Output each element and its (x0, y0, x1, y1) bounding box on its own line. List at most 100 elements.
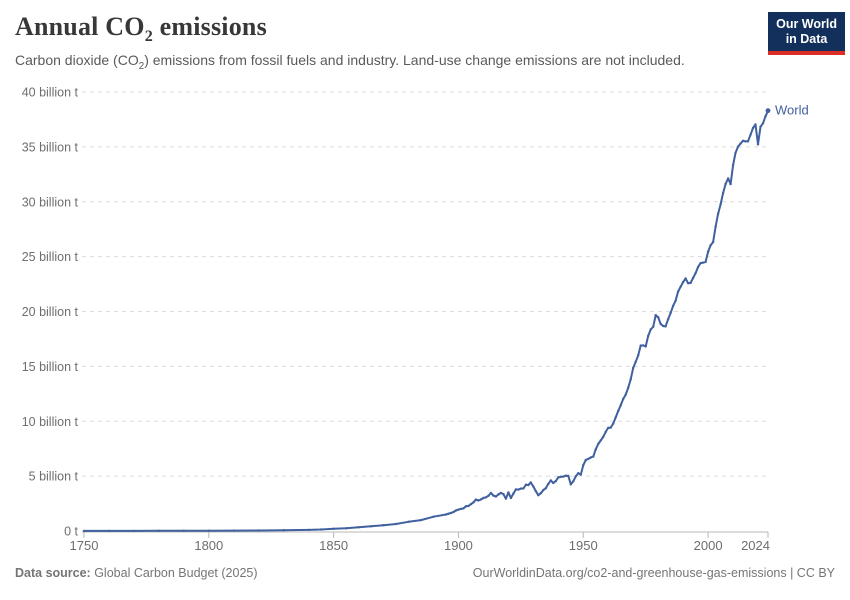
data-point-marker (691, 276, 695, 280)
data-point-marker (634, 360, 637, 363)
data-point-marker (532, 485, 535, 488)
citation-link[interactable]: OurWorldinData.org/co2-and-greenhouse-ga… (472, 566, 835, 580)
data-point-marker (657, 316, 660, 319)
data-point-marker (592, 455, 595, 458)
data-point-marker (759, 125, 762, 128)
logo-line-2: in Data (785, 32, 828, 46)
x-tick-label: 1750 (70, 538, 99, 553)
data-point-marker (542, 488, 545, 492)
data-point-marker (344, 527, 348, 530)
data-point-marker (454, 509, 458, 512)
data-point-marker (731, 163, 735, 167)
data-point-marker (537, 494, 540, 497)
data-point-marker (676, 290, 680, 293)
data-point-marker (512, 492, 515, 495)
data-point-marker (489, 491, 493, 495)
data-point-marker (709, 244, 712, 247)
data-point-marker (666, 318, 670, 321)
data-point-marker (696, 265, 700, 269)
data-point-marker (562, 475, 565, 478)
y-tick-label: 0 t (64, 525, 78, 539)
data-point-marker (736, 145, 740, 148)
data-point-marker (557, 476, 560, 479)
data-point-marker (706, 250, 710, 253)
data-point-marker (207, 529, 210, 532)
data-point-marker (639, 344, 642, 347)
data-point-marker (529, 481, 532, 484)
owid-logo[interactable]: Our World in Data (768, 12, 845, 55)
data-point-marker (524, 483, 528, 486)
data-point-marker (612, 422, 615, 425)
data-point-marker (509, 496, 513, 500)
data-point-marker (716, 212, 720, 215)
data-point-marker (681, 280, 685, 284)
data-point-marker (449, 511, 453, 515)
data-point-marker (644, 345, 647, 348)
data-point-marker (504, 497, 508, 500)
data-point-marker (637, 354, 640, 357)
data-point-marker (527, 483, 530, 487)
data-point-marker (502, 492, 505, 496)
data-point-marker (282, 529, 285, 532)
data-point-marker (572, 480, 575, 483)
data-point-marker (447, 512, 450, 515)
data-point-marker (671, 304, 675, 308)
data-point-marker (464, 505, 468, 508)
data-point-marker (662, 324, 665, 328)
data-point-marker (729, 182, 732, 186)
data-point-marker (679, 285, 682, 288)
y-tick-label: 35 billion t (22, 140, 79, 154)
data-point-marker (82, 529, 86, 533)
series-end-dot (765, 108, 771, 114)
data-point-marker (619, 404, 622, 407)
x-tick-label: 1850 (319, 538, 348, 553)
data-point-marker (721, 191, 725, 195)
chart-subtitle: Carbon dioxide (CO2) emissions from foss… (15, 52, 685, 71)
data-point-marker (614, 416, 617, 419)
data-point-marker (132, 529, 136, 533)
data-point-marker (744, 140, 747, 143)
data-point-marker (652, 325, 655, 328)
x-tick-label: 2000 (694, 538, 723, 553)
data-point-marker (477, 499, 480, 502)
data-point-marker (419, 518, 423, 522)
data-point-marker (664, 325, 667, 328)
data-point-marker (462, 507, 465, 510)
data-point-marker (552, 481, 555, 485)
data-point-marker (741, 139, 745, 142)
data-point-marker (764, 115, 767, 118)
data-point-marker (482, 496, 485, 500)
data-point-marker (669, 311, 672, 315)
data-point-marker (544, 487, 547, 490)
data-point-marker (582, 463, 585, 467)
data-point-marker (467, 504, 470, 508)
data-point-marker (734, 151, 737, 155)
y-tick-label: 30 billion t (22, 195, 79, 209)
y-tick-label: 25 billion t (22, 250, 79, 264)
data-point-marker (659, 322, 662, 326)
world-emissions-line[interactable] (83, 109, 769, 532)
data-point-marker (739, 142, 742, 145)
x-tick-label: 1950 (569, 538, 598, 553)
plot-area[interactable]: 0 t 5 billion t 10 billion t 15 billion t 20… (0, 80, 850, 560)
data-source-value: Global Carbon Budget (2025) (90, 566, 258, 580)
data-point-marker (599, 439, 602, 442)
data-point-marker (499, 491, 503, 495)
data-point-marker (182, 529, 186, 532)
series-label-world[interactable]: World (775, 103, 809, 118)
data-point-marker (534, 489, 537, 493)
data-point-marker (584, 458, 587, 462)
title-text: Annual CO (15, 12, 145, 41)
data-point-marker (257, 529, 260, 532)
x-tick-label: 1900 (444, 538, 473, 553)
title-subscript: 2 (144, 28, 153, 46)
data-point-marker (711, 240, 715, 244)
data-point-marker (577, 472, 580, 475)
data-point-marker (444, 513, 448, 516)
data-point-marker (569, 483, 572, 486)
data-point-marker (654, 314, 657, 317)
data-point-marker (726, 177, 730, 180)
data-point-marker (632, 366, 635, 370)
data-point-marker (459, 507, 463, 511)
data-point-marker (617, 409, 620, 413)
